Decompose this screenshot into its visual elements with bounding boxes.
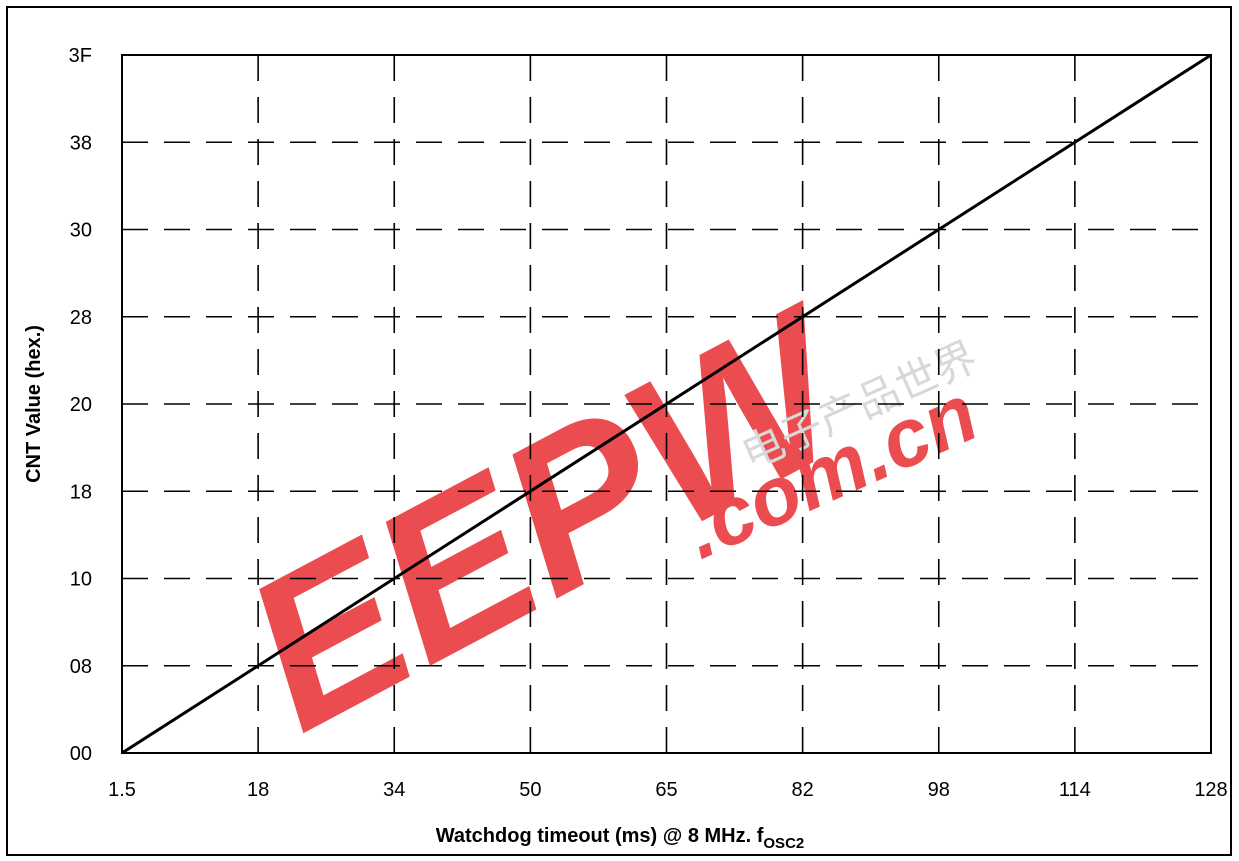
x-axis-ticks: 1.5 18 34 50 65 82 98 114 128 xyxy=(108,779,1228,801)
x-tick-label: 18 xyxy=(247,779,269,801)
y-tick-label: 00 xyxy=(70,743,92,765)
chart-frame xyxy=(6,6,1232,856)
y-axis-ticks: 00 08 10 18 20 28 30 38 3F xyxy=(69,45,92,765)
x-tick-label: 34 xyxy=(383,779,405,801)
y-tick-label: 28 xyxy=(70,307,92,329)
x-tick-label: 128 xyxy=(1194,779,1227,801)
y-tick-label: 3F xyxy=(69,45,92,67)
x-tick-label: 82 xyxy=(792,779,814,801)
x-tick-label: 114 xyxy=(1059,779,1091,801)
series-line xyxy=(121,53,1212,755)
plot-border xyxy=(121,54,1212,754)
y-tick-label: 38 xyxy=(70,132,92,154)
x-tick-label: 1.5 xyxy=(108,779,136,801)
series-group xyxy=(121,53,1212,755)
eepw-watermark: EEPW .com.cn 电子产品世界 xyxy=(208,258,990,776)
y-tick-label: 18 xyxy=(70,481,92,503)
x-tick-label: 50 xyxy=(519,779,541,801)
x-tick-label: 65 xyxy=(655,779,677,801)
y-tick-label: 08 xyxy=(70,656,92,678)
x-axis-label: Watchdog timeout (ms) @ 8 MHz. fOSC2 xyxy=(436,825,805,852)
y-tick-label: 30 xyxy=(70,220,92,242)
x-tick-label: 98 xyxy=(928,779,950,801)
grid-lines xyxy=(122,55,1211,753)
y-tick-label: 10 xyxy=(70,569,92,591)
y-axis-label: CNT Value (hex.) xyxy=(23,325,45,483)
y-tick-label: 20 xyxy=(70,394,92,416)
